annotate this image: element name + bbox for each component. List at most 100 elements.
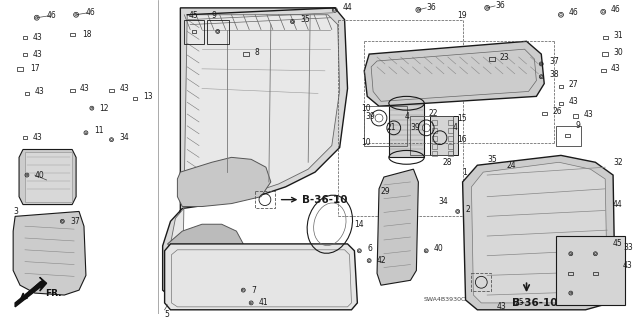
Text: 25: 25 bbox=[515, 298, 524, 308]
Bar bbox=[430, 116, 458, 155]
Bar bbox=[593, 272, 598, 275]
Text: 36: 36 bbox=[495, 1, 505, 11]
Bar bbox=[432, 120, 437, 125]
Bar bbox=[559, 85, 563, 88]
Bar bbox=[542, 112, 547, 115]
Text: 43: 43 bbox=[611, 64, 621, 73]
Polygon shape bbox=[168, 224, 243, 268]
Bar bbox=[22, 136, 28, 139]
Bar bbox=[603, 36, 607, 39]
Bar bbox=[22, 36, 28, 39]
Text: 38: 38 bbox=[549, 70, 559, 79]
Bar bbox=[17, 67, 23, 71]
Text: 33: 33 bbox=[623, 243, 633, 252]
Text: 43: 43 bbox=[623, 261, 633, 270]
Bar bbox=[448, 120, 452, 125]
Text: 13: 13 bbox=[143, 92, 152, 101]
Text: 46: 46 bbox=[86, 8, 96, 17]
Bar bbox=[489, 57, 495, 61]
Text: 37: 37 bbox=[549, 57, 559, 66]
Text: 43: 43 bbox=[569, 97, 579, 106]
Polygon shape bbox=[177, 157, 271, 206]
Bar bbox=[568, 272, 573, 275]
Polygon shape bbox=[164, 244, 357, 310]
Text: 27: 27 bbox=[569, 80, 579, 89]
Text: 34: 34 bbox=[120, 133, 129, 142]
Text: 2: 2 bbox=[465, 205, 470, 214]
Bar bbox=[22, 53, 28, 56]
Bar bbox=[192, 30, 196, 33]
Bar bbox=[432, 136, 437, 141]
Text: 22: 22 bbox=[428, 108, 438, 118]
Polygon shape bbox=[556, 236, 625, 305]
Text: 26: 26 bbox=[552, 107, 562, 115]
Text: 35: 35 bbox=[487, 155, 497, 164]
Bar bbox=[24, 92, 29, 95]
Text: 19: 19 bbox=[458, 11, 467, 20]
Bar bbox=[25, 152, 72, 202]
Bar bbox=[243, 52, 249, 56]
Text: 4: 4 bbox=[452, 123, 458, 132]
Text: 44: 44 bbox=[342, 4, 353, 12]
Bar bbox=[70, 33, 74, 36]
Text: B-36-10: B-36-10 bbox=[512, 298, 557, 308]
Bar bbox=[132, 97, 138, 100]
Polygon shape bbox=[13, 211, 86, 295]
Bar bbox=[472, 273, 491, 291]
Bar bbox=[255, 191, 275, 209]
Text: 39: 39 bbox=[410, 123, 420, 132]
Text: 43: 43 bbox=[497, 302, 507, 311]
Text: 40: 40 bbox=[434, 244, 444, 253]
Bar bbox=[556, 126, 580, 145]
Polygon shape bbox=[472, 162, 607, 303]
Text: 30: 30 bbox=[613, 48, 623, 57]
Bar bbox=[109, 89, 114, 92]
Text: 45: 45 bbox=[613, 239, 623, 249]
Text: 12: 12 bbox=[100, 104, 109, 113]
Text: 10: 10 bbox=[362, 104, 371, 113]
Text: 8: 8 bbox=[254, 48, 259, 57]
Text: 11: 11 bbox=[94, 126, 103, 135]
Text: 35: 35 bbox=[300, 15, 310, 24]
Bar bbox=[448, 128, 452, 133]
Bar bbox=[70, 89, 74, 92]
Text: 15: 15 bbox=[458, 114, 467, 122]
Text: 21: 21 bbox=[387, 123, 396, 132]
Text: B-36-10: B-36-10 bbox=[302, 195, 348, 205]
Text: 7: 7 bbox=[251, 286, 256, 295]
Text: 32: 32 bbox=[613, 158, 623, 167]
Bar bbox=[566, 134, 570, 137]
Polygon shape bbox=[463, 155, 615, 310]
Text: 42: 42 bbox=[377, 256, 387, 265]
Text: 43: 43 bbox=[120, 84, 129, 93]
Text: 23: 23 bbox=[500, 53, 509, 62]
Text: 41: 41 bbox=[259, 298, 269, 308]
Bar bbox=[559, 102, 563, 105]
Bar bbox=[432, 128, 437, 133]
Text: 43: 43 bbox=[33, 133, 43, 142]
Polygon shape bbox=[19, 150, 76, 204]
Bar bbox=[432, 144, 437, 149]
Text: 9: 9 bbox=[212, 11, 217, 20]
Bar bbox=[602, 52, 608, 56]
Text: 43: 43 bbox=[584, 110, 593, 119]
Text: 37: 37 bbox=[70, 217, 80, 226]
Text: 43: 43 bbox=[33, 33, 43, 42]
Text: 17: 17 bbox=[30, 64, 40, 73]
Text: 5: 5 bbox=[164, 310, 170, 319]
Text: 1: 1 bbox=[463, 167, 467, 177]
Text: SWA4B3930C: SWA4B3930C bbox=[423, 297, 466, 302]
Text: 9: 9 bbox=[576, 122, 580, 130]
Bar bbox=[207, 20, 228, 44]
Bar bbox=[448, 144, 452, 149]
Text: 44: 44 bbox=[613, 200, 623, 209]
Bar bbox=[448, 152, 452, 156]
Text: 10: 10 bbox=[362, 138, 371, 147]
Text: 45: 45 bbox=[188, 11, 198, 20]
Text: 43: 43 bbox=[35, 87, 45, 96]
Text: 16: 16 bbox=[458, 135, 467, 144]
Text: 46: 46 bbox=[569, 8, 579, 17]
Polygon shape bbox=[364, 41, 544, 106]
Text: 6: 6 bbox=[367, 244, 372, 253]
Text: 31: 31 bbox=[613, 31, 623, 40]
